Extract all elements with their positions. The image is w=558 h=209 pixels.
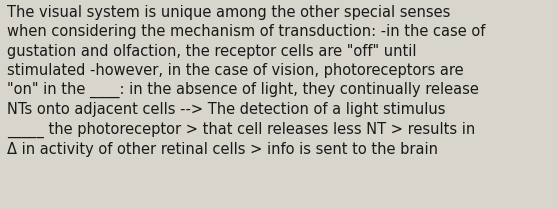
Text: The visual system is unique among the other special senses
when considering the : The visual system is unique among the ot… bbox=[7, 5, 485, 157]
